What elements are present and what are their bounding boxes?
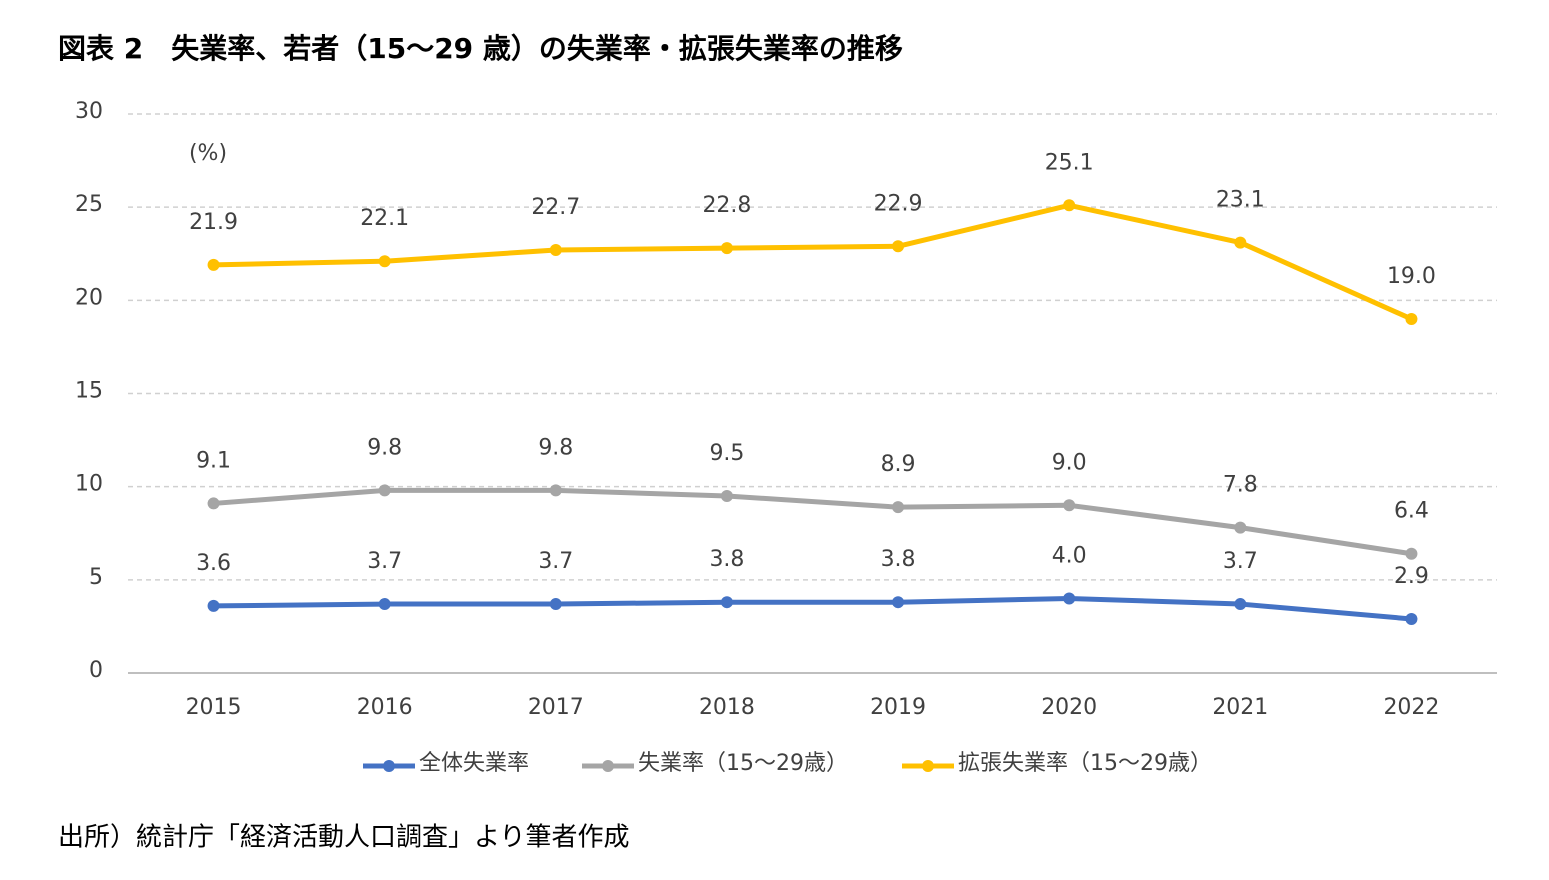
data-point	[720, 242, 733, 255]
legend-marker	[922, 760, 934, 772]
x-tick-label: 2019	[870, 695, 926, 720]
data-point	[1063, 499, 1076, 512]
y-tick-label: 0	[89, 658, 103, 683]
x-tick-label: 2015	[186, 695, 242, 720]
data-label: 3.8	[881, 547, 916, 572]
data-label: 23.1	[1216, 188, 1265, 213]
data-label: 9.8	[538, 435, 573, 460]
data-label: 3.7	[1223, 549, 1258, 574]
data-label: 22.9	[874, 191, 923, 216]
x-tick-label: 2022	[1383, 695, 1439, 720]
data-label: 3.6	[196, 551, 231, 576]
series-line	[213, 487, 1412, 557]
y-tick-label: 15	[75, 379, 103, 404]
data-label: 19.0	[1387, 264, 1436, 289]
data-point	[1234, 521, 1247, 534]
data-label: 9.1	[196, 448, 231, 473]
data-point	[892, 240, 905, 253]
data-label: 2.9	[1394, 564, 1429, 589]
data-point	[207, 258, 220, 271]
data-point	[378, 255, 391, 268]
data-point	[720, 489, 733, 502]
data-label: 21.9	[189, 210, 238, 235]
x-tick-label: 2020	[1041, 695, 1097, 720]
data-point	[892, 596, 905, 609]
data-label: 22.8	[702, 193, 751, 218]
data-point	[720, 596, 733, 609]
data-label: 6.4	[1394, 499, 1429, 524]
unit-label: (%)	[189, 141, 227, 166]
data-label: 3.7	[367, 549, 402, 574]
source-note: 出所）統計庁「経済活動人口調査」より筆者作成	[58, 823, 629, 853]
data-point	[1063, 592, 1076, 605]
x-tick-label: 2016	[357, 695, 413, 720]
data-label: 3.7	[538, 549, 573, 574]
y-tick-label: 30	[75, 99, 103, 124]
data-point	[1405, 612, 1418, 625]
data-point	[549, 244, 562, 257]
data-point	[378, 598, 391, 611]
data-point	[207, 599, 220, 612]
data-point	[1405, 312, 1418, 325]
data-point	[1234, 598, 1247, 611]
chart-title: 図表 2 失業率、若者（15～29 歳）の失業率・拡張失業率の推移	[58, 32, 903, 65]
series-line	[213, 595, 1412, 622]
legend-marker	[602, 760, 614, 772]
y-tick-label: 10	[75, 472, 103, 497]
data-point	[1063, 199, 1076, 212]
y-tick-label: 25	[75, 192, 103, 217]
legend-label: 全体失業率	[419, 751, 529, 776]
series-line	[213, 202, 1413, 322]
data-label: 25.1	[1045, 150, 1094, 175]
data-point	[549, 598, 562, 611]
x-tick-label: 2018	[699, 695, 755, 720]
data-label: 22.7	[531, 195, 580, 220]
data-point	[892, 501, 905, 514]
data-point	[378, 484, 391, 497]
y-tick-label: 20	[75, 285, 103, 310]
data-point	[1234, 236, 1247, 249]
x-tick-label: 2017	[528, 695, 584, 720]
data-point	[1405, 547, 1418, 560]
data-label: 9.0	[1052, 450, 1087, 475]
data-label: 3.8	[709, 547, 744, 572]
data-point	[549, 484, 562, 497]
data-label: 9.5	[709, 441, 744, 466]
data-label: 7.8	[1223, 473, 1258, 498]
legend-label: 拡張失業率（15～29歳）	[958, 751, 1212, 776]
data-label: 4.0	[1052, 543, 1087, 568]
data-point	[207, 497, 220, 510]
y-tick-label: 5	[89, 565, 103, 590]
data-label: 22.1	[360, 206, 409, 231]
legend-marker	[383, 760, 395, 772]
data-label: 8.9	[881, 452, 916, 477]
data-label: 9.8	[367, 435, 402, 460]
legend-label: 失業率（15～29歳）	[638, 751, 848, 776]
x-tick-label: 2021	[1212, 695, 1268, 720]
